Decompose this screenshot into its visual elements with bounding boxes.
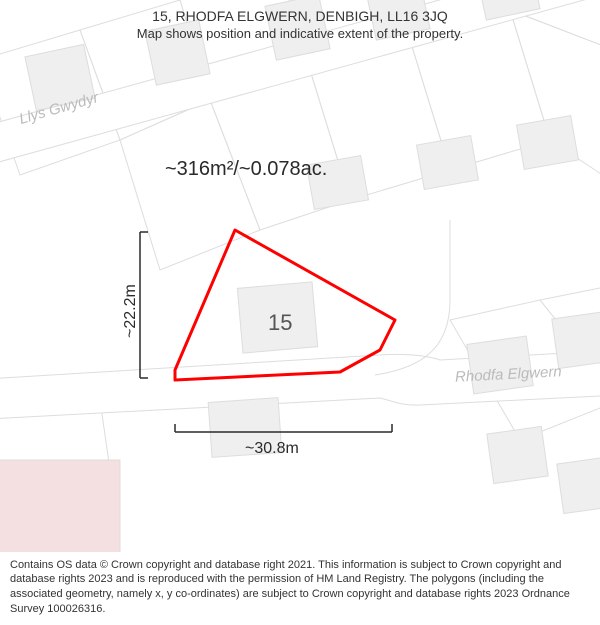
map-canvas: ~316m²/~0.078ac. ~22.2m ~30.8m 15 Llys G… — [0, 0, 600, 565]
copyright-footer: Contains OS data © Crown copyright and d… — [0, 552, 600, 625]
header: 15, RHODFA ELGWERN, DENBIGH, LL16 3JQ Ma… — [0, 0, 600, 45]
width-dimension-label: ~30.8m — [245, 440, 299, 458]
page-title: 15, RHODFA ELGWERN, DENBIGH, LL16 3JQ — [10, 8, 590, 24]
area-measurement-label: ~316m²/~0.078ac. — [165, 158, 327, 181]
plot-number-label: 15 — [268, 310, 292, 336]
map-svg — [0, 0, 600, 565]
page-subtitle: Map shows position and indicative extent… — [10, 26, 590, 41]
height-dimension-label: ~22.2m — [122, 284, 140, 338]
